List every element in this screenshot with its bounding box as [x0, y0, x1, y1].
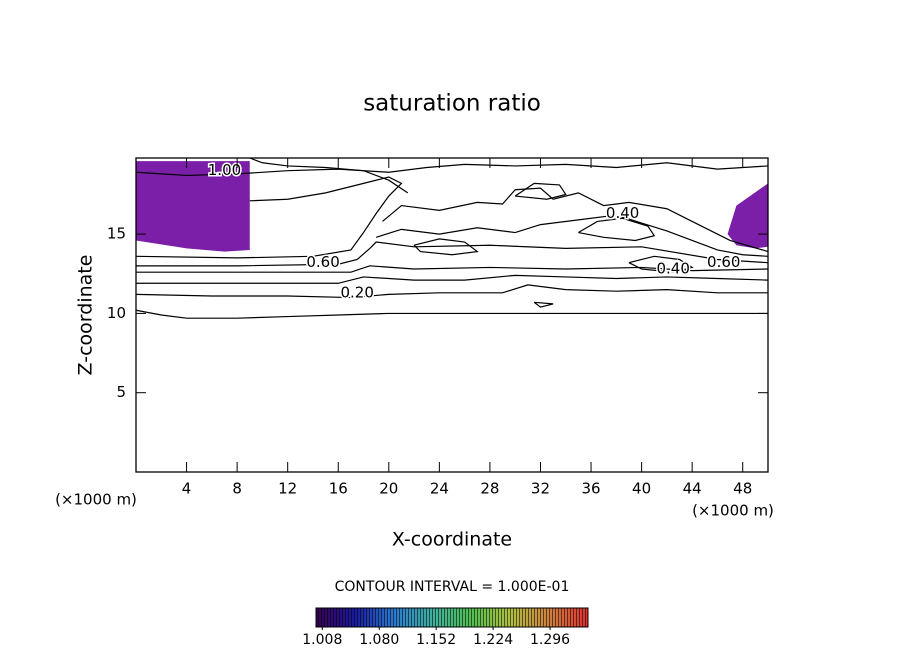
x-tick-label: 16 [329, 480, 348, 498]
contour-label: 0.20 [340, 283, 373, 301]
contour-label: 0.40 [656, 260, 689, 278]
colorbar-tick-label: 1.296 [530, 632, 570, 648]
colorbar-tick-label: 1.080 [359, 632, 399, 648]
contour-line [136, 241, 769, 267]
x-tick-label: 44 [683, 480, 702, 498]
x-axis-label: X-coordinate [392, 529, 512, 551]
filled-region [727, 183, 768, 249]
contour-label: 0.40 [606, 204, 639, 222]
x-tick-label: 24 [430, 480, 449, 498]
x-tick-label: 4 [182, 480, 192, 498]
x-tick-label: 36 [581, 480, 600, 498]
colorbar-tick-label: 1.152 [416, 632, 456, 648]
contour-line [136, 265, 769, 273]
contour-line [628, 255, 694, 273]
x-tick-label: 40 [632, 480, 651, 498]
contour-line [136, 274, 769, 284]
colorbar-tick-label: 1.224 [473, 632, 513, 648]
contour-line [413, 238, 479, 256]
filled-region [136, 161, 250, 252]
x-tick-label: 12 [278, 480, 297, 498]
contour-line [533, 301, 554, 308]
chart-title: saturation ratio [363, 91, 541, 117]
contour-label: 1.00 [208, 161, 241, 179]
y-tick-label: 15 [107, 225, 126, 243]
contour-line [135, 309, 768, 319]
contour-line [514, 182, 567, 200]
x-tick-label: 28 [480, 480, 499, 498]
y-axis-label: Z-coordinate [75, 255, 97, 376]
y-tick-label: 5 [116, 383, 126, 401]
contour-line [135, 176, 403, 259]
plot-frame [135, 157, 769, 473]
contour-label: 0.60 [306, 253, 339, 271]
colorbar-stripes [315, 607, 589, 628]
contour-line [135, 162, 769, 177]
y-tick-label: 10 [107, 304, 126, 322]
contour-interval: CONTOUR INTERVAL = 1.000E-01 [335, 579, 570, 595]
contour-line [382, 187, 769, 253]
x-unit: (×1000 m) [692, 502, 774, 520]
x-tick-label: 32 [531, 480, 550, 498]
contour-line [135, 284, 768, 299]
contour-label: 0.60 [707, 253, 740, 271]
x-tick-label: 8 [232, 480, 242, 498]
x-tick-label: 48 [733, 480, 752, 498]
contour-line [578, 217, 656, 242]
y-unit: (×1000 m) [55, 491, 137, 509]
contour-line [375, 214, 769, 257]
contour-line [249, 157, 409, 194]
x-tick-label: 20 [379, 480, 398, 498]
colorbar-tick-label: 1.008 [302, 632, 342, 648]
